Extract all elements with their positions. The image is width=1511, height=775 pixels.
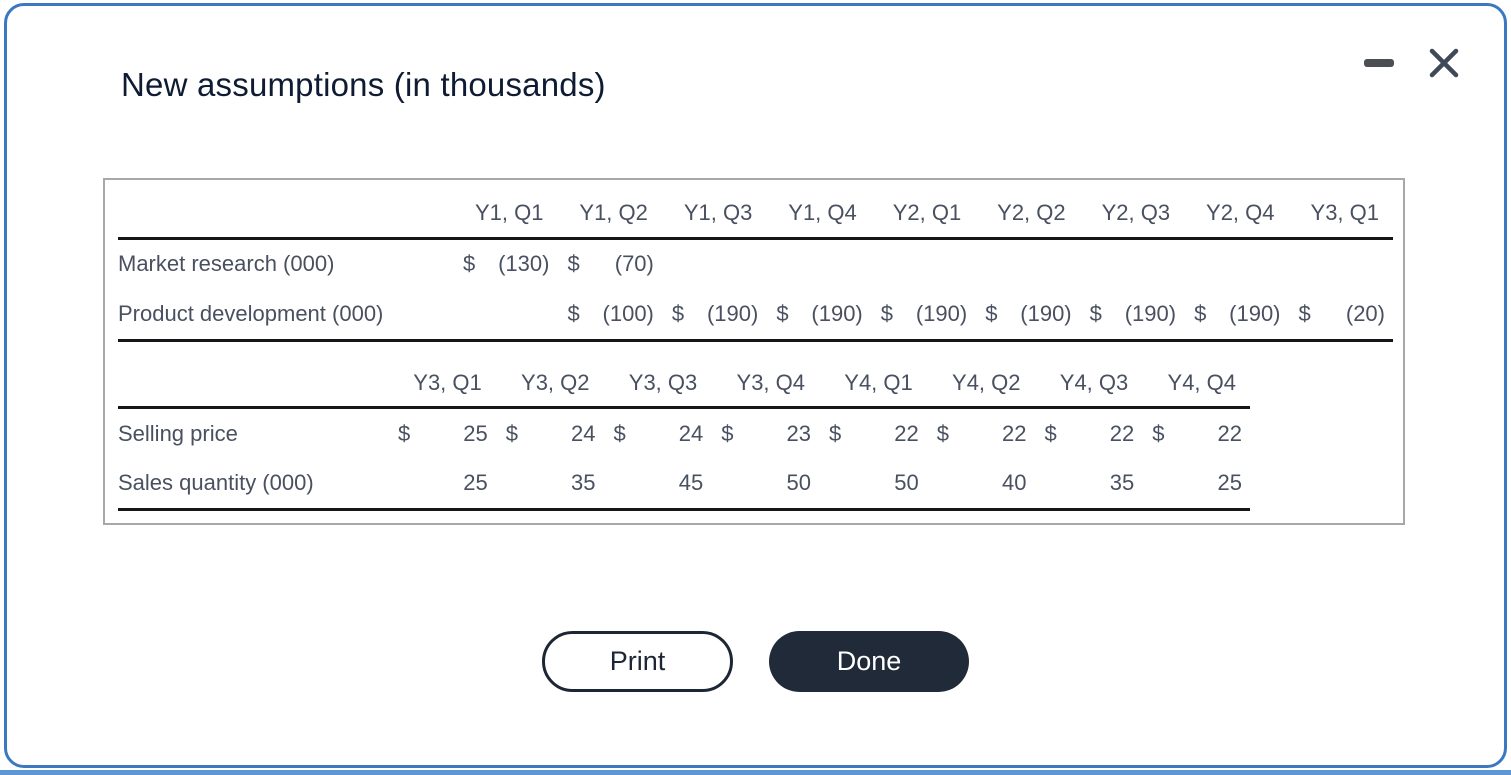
table-cell: $ (190) xyxy=(776,300,863,326)
table-cell: $ (190) xyxy=(985,300,1072,326)
column-header: Y4, Q2 xyxy=(952,369,1021,395)
background-window-edge xyxy=(0,770,1511,775)
column-header: Y3, Q1 xyxy=(1310,200,1379,226)
column-header: Y4, Q4 xyxy=(1167,369,1236,395)
table-row-product-development: Product development (000) $ (100) $ (190) … xyxy=(118,289,1393,340)
column-header: Y1, Q1 xyxy=(474,200,544,226)
close-icon[interactable] xyxy=(1426,45,1462,81)
table-cell: $22 xyxy=(936,420,1027,446)
table-cell: 25 xyxy=(1217,470,1242,496)
table-cell: 35 xyxy=(571,470,596,496)
table-cell: $ (190) xyxy=(880,300,968,326)
table-cell: $24 xyxy=(505,420,596,446)
table-cell: 35 xyxy=(1109,470,1135,496)
quarterly-costs-table: Y1, Q1 Y1, Q2 Y1, Q3 Y1, Q4 Y2, Q1 Y2, Q… xyxy=(118,190,1393,342)
table-cell: $22 xyxy=(829,420,919,446)
row-label: Selling price xyxy=(118,420,238,446)
window-controls xyxy=(1364,44,1462,82)
table-cell: $22 xyxy=(1152,420,1242,446)
table-cell: 40 xyxy=(1002,470,1027,496)
column-header: Y4, Q1 xyxy=(844,369,913,395)
column-header: Y2, Q2 xyxy=(997,200,1066,226)
table-cell: $24 xyxy=(613,420,704,446)
table-cell: $ (70) xyxy=(567,251,654,277)
table-cell: 45 xyxy=(678,470,704,496)
assumptions-table-panel: Y1, Q1 Y1, Q2 Y1, Q3 Y1, Q4 Y2, Q1 Y2, Q… xyxy=(103,178,1405,525)
table-cell: $ (190) xyxy=(1089,300,1177,326)
page-title: New assumptions (in thousands) xyxy=(121,66,606,103)
column-header: Y1, Q4 xyxy=(788,200,857,226)
table2-corner-cell xyxy=(118,360,388,408)
print-button[interactable]: Print xyxy=(542,631,733,692)
table1-header-row: Y1, Q1 Y1, Q2 Y1, Q3 Y1, Q4 Y2, Q1 Y2, Q… xyxy=(118,190,1393,238)
table-cell: $ (20) xyxy=(1298,300,1386,326)
table-cell: $ (130) xyxy=(463,251,550,277)
column-header: Y3, Q4 xyxy=(736,369,805,395)
table2-header-row: Y3, Q1 Y3, Q2 Y3, Q3 Y3, Q4 Y4, Q1 Y4, Q… xyxy=(118,360,1250,408)
done-button[interactable]: Done xyxy=(769,631,969,692)
table-row-market-research: Market research (000) $ (130) $ (70) xyxy=(118,238,1393,289)
table1-corner-cell xyxy=(118,190,453,238)
table-cell: $23 xyxy=(721,420,811,446)
row-label: Product development (000) xyxy=(118,300,384,326)
column-header: Y3, Q3 xyxy=(628,369,698,395)
table-cell: $ (100) xyxy=(567,300,654,326)
table-cell: 50 xyxy=(786,470,811,496)
table-row-selling-price: Selling price $25 $24 $24 $23 $22 $22 $2… xyxy=(118,408,1250,459)
table-cell: $22 xyxy=(1044,420,1135,446)
dialog-actions: Print Done xyxy=(7,631,1504,692)
assumptions-dialog: New assumptions (in thousands) Y1, Q1 Y1… xyxy=(4,3,1507,768)
sales-assumptions-table: Y3, Q1 Y3, Q2 Y3, Q3 Y3, Q4 Y4, Q1 Y4, Q… xyxy=(118,360,1250,512)
table-cell: 50 xyxy=(894,470,919,496)
column-header: Y2, Q4 xyxy=(1206,200,1275,226)
column-header: Y4, Q3 xyxy=(1059,369,1129,395)
row-label: Market research (000) xyxy=(118,251,335,277)
column-header: Y1, Q2 xyxy=(579,200,648,226)
table-cell: $ (190) xyxy=(671,300,759,326)
table-cell: $ (190) xyxy=(1194,300,1281,326)
column-header: Y2, Q3 xyxy=(1101,200,1171,226)
column-header: Y2, Q1 xyxy=(892,200,962,226)
table-row-sales-quantity: Sales quantity (000) 25 35 45 50 50 40 3… xyxy=(118,459,1250,510)
row-label: Sales quantity (000) xyxy=(118,470,314,496)
table-cell: 25 xyxy=(463,470,488,496)
column-header: Y3, Q2 xyxy=(521,369,590,395)
column-header: Y1, Q3 xyxy=(683,200,753,226)
table-cell: $25 xyxy=(398,420,488,446)
column-header: Y3, Q1 xyxy=(413,369,482,395)
minimize-icon[interactable] xyxy=(1364,59,1394,67)
